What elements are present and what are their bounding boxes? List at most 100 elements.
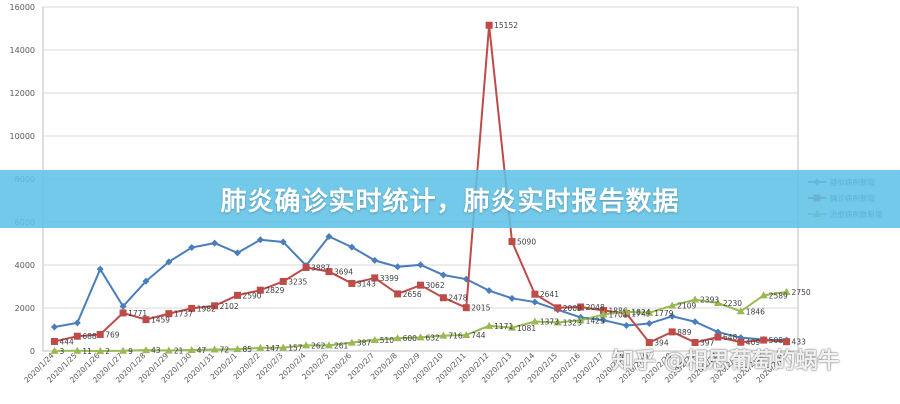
data-label: 2048 (586, 303, 605, 312)
data-point-triangle (622, 307, 631, 315)
data-label: 409 (746, 338, 761, 347)
banner-title: 肺炎确诊实时统计，肺炎实时报告数据 (220, 186, 680, 217)
data-label: 2750 (792, 288, 811, 297)
data-label: 508 (769, 336, 784, 345)
data-label: 262 (311, 341, 326, 350)
data-point-diamond (622, 322, 630, 330)
data-label: 2230 (723, 299, 742, 308)
data-point-triangle (462, 331, 471, 339)
data-label: 2829 (265, 286, 284, 295)
data-label: 1373 (540, 317, 559, 326)
data-label: 1323 (563, 319, 582, 328)
data-point-triangle (50, 346, 59, 354)
data-point-triangle (233, 345, 242, 353)
data-point-square (531, 290, 539, 298)
series-1 (50, 232, 791, 344)
data-label: 1771 (128, 309, 147, 318)
data-point-diamond (50, 323, 58, 331)
data-point-diamond (531, 298, 539, 306)
data-label: 3062 (426, 281, 445, 290)
data-point-triangle (759, 291, 768, 299)
data-label: 2009 (563, 304, 582, 313)
data-point-diamond (142, 277, 150, 285)
y-tick-label: 0 (30, 347, 35, 356)
data-label: 2 (105, 347, 110, 356)
data-point-triangle (347, 338, 356, 346)
data-point-triangle (508, 323, 517, 331)
data-point-square (760, 336, 768, 344)
data-label: 1081 (517, 324, 536, 333)
data-point-square (668, 328, 676, 336)
data-point-square (417, 281, 424, 289)
data-point-diamond (668, 312, 676, 320)
data-point-square (714, 333, 722, 341)
data-label: 632 (426, 333, 441, 342)
data-point-diamond (439, 271, 447, 279)
data-point-square (645, 339, 653, 347)
data-label: 716 (448, 332, 463, 341)
data-label: 43 (151, 346, 161, 355)
data-label: 147 (265, 344, 280, 353)
data-point-triangle (439, 331, 448, 339)
data-point-diamond (325, 232, 333, 240)
data-point-triangle (279, 343, 288, 351)
data-point-diamond (73, 319, 81, 327)
data-point-triangle (691, 295, 700, 303)
data-point-triangle (530, 317, 539, 325)
data-label: 889 (677, 328, 692, 337)
data-point-square (554, 304, 562, 312)
data-label: 11 (82, 347, 92, 356)
data-label: 769 (105, 330, 120, 339)
data-point-square (279, 277, 287, 285)
data-label: 2109 (677, 302, 696, 311)
series-3: 3 11 2 9 43 21 47 72 85 147 157 262 261 387 510 600 632 7… (50, 287, 811, 356)
data-point-diamond (508, 294, 516, 302)
data-point-triangle (73, 346, 82, 354)
data-label: 3399 (380, 274, 399, 283)
data-point-diamond (645, 320, 653, 328)
data-label: 3887 (311, 263, 330, 272)
data-label: 1701 (609, 310, 628, 319)
data-point-diamond (485, 287, 493, 295)
data-label: 1779 (654, 309, 673, 318)
y-tick-label: 14000 (10, 46, 35, 55)
title-banner: 肺炎确诊实时统计，肺炎实时报告数据 (0, 170, 900, 228)
data-label: 1425 (586, 316, 605, 325)
data-point-square (302, 263, 310, 271)
y-tick-label: 4000 (15, 261, 35, 270)
data-label: 85 (242, 345, 252, 354)
data-point-triangle (713, 299, 722, 307)
data-label: 5090 (517, 238, 536, 247)
data-point-square (462, 304, 470, 312)
data-point-square (142, 316, 150, 324)
data-point-triangle (187, 345, 196, 353)
data-point-square (485, 21, 493, 29)
data-point-diamond (165, 258, 173, 266)
data-label: 2641 (540, 290, 559, 299)
data-label: 47 (197, 346, 207, 355)
data-point-diamond (96, 265, 104, 273)
data-label: 3143 (357, 279, 376, 288)
data-label: 744 (471, 331, 486, 340)
data-point-diamond (279, 238, 287, 246)
data-label: 1824 (631, 308, 650, 317)
data-point-triangle (576, 316, 585, 324)
data-label: 2478 (448, 294, 467, 303)
data-point-triangle (141, 346, 150, 354)
data-point-square (737, 338, 745, 346)
data-point-square (188, 304, 196, 312)
data-label: 1886 (609, 306, 628, 315)
data-label: 3694 (334, 268, 353, 277)
data-label: 1459 (151, 316, 170, 325)
data-point-square (577, 303, 585, 311)
data-point-square (119, 309, 127, 317)
data-point-square (233, 291, 241, 299)
data-label: 157 (288, 344, 303, 353)
data-point-triangle (210, 345, 219, 353)
data-label: 444 (59, 337, 74, 346)
data-label: 72 (220, 345, 230, 354)
data-point-triangle (393, 334, 402, 342)
data-point-diamond (600, 316, 608, 324)
data-point-square (691, 338, 699, 346)
